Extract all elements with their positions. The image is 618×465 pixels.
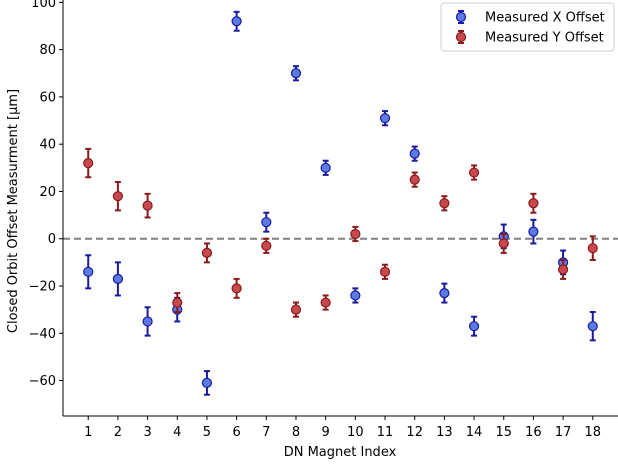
data-point <box>201 247 213 259</box>
data-point <box>261 240 272 251</box>
data-point <box>201 377 213 389</box>
y-tick-label: −40 <box>29 327 56 342</box>
x-tick-label: 14 <box>466 425 483 440</box>
plot-area <box>63 10 618 396</box>
x-tick-label: 4 <box>173 425 181 440</box>
data-point <box>83 266 94 277</box>
legend-label: Measured X Offset <box>485 11 605 26</box>
x-tick-label: 10 <box>347 425 364 440</box>
data-point <box>350 290 361 301</box>
data-point <box>83 157 94 169</box>
data-point <box>261 217 272 228</box>
data-point <box>290 68 302 79</box>
data-point <box>320 162 331 173</box>
data-point <box>231 283 242 294</box>
x-tick-label: 16 <box>525 425 542 440</box>
data-point <box>468 167 480 178</box>
y-tick-label: 60 <box>39 90 56 105</box>
x-tick-label: 2 <box>114 425 122 440</box>
x-axis-label: DN Magnet Index <box>284 445 397 460</box>
data-point <box>409 148 420 159</box>
y-axis-label: Closed Orbit Offset Measurment [μm] <box>6 89 21 333</box>
y-tick-label: −20 <box>29 280 56 295</box>
y-tick-label: −60 <box>29 374 56 389</box>
x-tick-label: 17 <box>555 425 572 440</box>
data-point <box>142 316 153 327</box>
series-y-offset <box>83 147 598 318</box>
legend-label: Measured Y Offset <box>485 31 604 46</box>
x-tick-label: 9 <box>322 425 330 440</box>
legend-box <box>440 2 615 52</box>
x-tick-label: 5 <box>203 425 211 440</box>
legend: Measured X Offset Measured Y Offset <box>440 2 615 52</box>
data-point <box>231 16 242 27</box>
x-tick-label: 3 <box>143 425 151 440</box>
x-tick-label: 1 <box>84 425 92 440</box>
legend-marker <box>455 11 467 23</box>
data-point <box>557 264 569 275</box>
x-tick-label: 15 <box>495 425 512 440</box>
x-tick-label: 12 <box>406 425 423 440</box>
x-tick-label: 18 <box>584 425 601 440</box>
x-tick-label: 8 <box>292 425 300 440</box>
data-point <box>290 304 302 315</box>
data-point <box>498 238 509 249</box>
data-point <box>439 198 450 209</box>
data-point <box>528 226 539 237</box>
y-tick-label: 20 <box>39 185 56 200</box>
x-tick-label: 11 <box>377 425 394 440</box>
data-point <box>320 297 331 308</box>
data-point <box>379 113 391 124</box>
data-point <box>172 297 183 308</box>
y-tick-label: 80 <box>39 43 56 58</box>
data-point <box>528 198 539 209</box>
y-tick-label: 0 <box>48 232 56 247</box>
x-tick-label: 13 <box>436 425 453 440</box>
x-tick-label: 6 <box>232 425 240 440</box>
series-x-offset <box>83 10 598 396</box>
data-point <box>142 200 153 211</box>
data-point <box>587 243 598 254</box>
data-point <box>379 266 391 277</box>
data-point <box>112 273 124 285</box>
x-tick-label: 7 <box>262 425 270 440</box>
data-point <box>468 321 480 332</box>
data-point <box>587 321 598 332</box>
y-tick-label: 100 <box>31 0 56 11</box>
y-tick-label: 40 <box>39 138 56 153</box>
data-point <box>112 191 124 202</box>
data-point <box>409 174 420 185</box>
legend-marker <box>455 31 467 43</box>
data-point <box>350 228 361 240</box>
data-point <box>439 287 450 299</box>
